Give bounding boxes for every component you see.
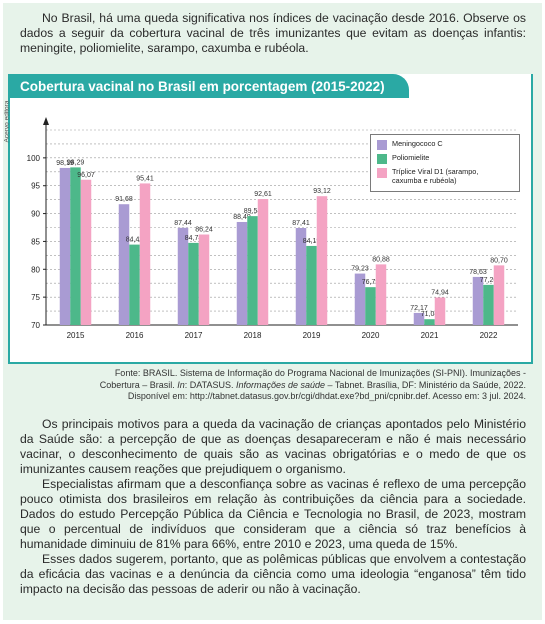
bar	[316, 196, 328, 325]
bar	[483, 284, 494, 325]
chart-header	[8, 74, 409, 98]
bar	[472, 276, 484, 325]
intro-paragraph: No Brasil, há uma queda significativa no…	[20, 11, 526, 55]
y-tick-label: 85	[31, 237, 40, 246]
bar	[129, 244, 140, 325]
bar	[375, 264, 387, 325]
data-label: 87,44	[174, 220, 192, 227]
data-label: 93,12	[313, 188, 331, 195]
bar	[306, 245, 317, 325]
x-tick-label: 2021	[421, 331, 439, 340]
data-label: 80,70	[490, 257, 508, 264]
data-label: 89,54	[244, 208, 262, 215]
data-label: 72,17	[410, 305, 428, 312]
intro-text: No Brasil, há uma queda significativa no…	[20, 11, 526, 56]
data-label: 88,49	[233, 214, 251, 221]
data-label: 84,74	[185, 235, 203, 242]
y-tick-label: 70	[31, 321, 40, 330]
legend-label-poliomielite: Poliomielite	[392, 153, 430, 162]
data-label: 76,79	[362, 279, 380, 286]
x-tick-label: 2015	[67, 331, 85, 340]
source-line-2-c: – Tabnet. Brasília, DF: Ministério da Sa…	[325, 379, 526, 390]
chart-title: Cobertura vacinal no Brasil em porcentag…	[20, 79, 385, 94]
legend-swatch-triplice	[377, 168, 387, 178]
source-line-2-b: : DATASUS.	[184, 379, 236, 390]
x-tick-label: 2020	[362, 331, 380, 340]
bar	[247, 216, 258, 325]
source-line-2-in: In	[177, 379, 185, 390]
data-label: 87,41	[292, 220, 310, 227]
y-tick-label: 75	[31, 293, 40, 302]
source-line-2-a: Cobertura – Brasil.	[99, 379, 178, 390]
bar	[257, 199, 269, 325]
bar	[188, 242, 199, 325]
data-label: 91,68	[115, 196, 133, 203]
data-label: 95,41	[136, 175, 154, 182]
body-paragraph-2: Especialistas afirmam que a desconfiança…	[20, 477, 526, 551]
legend-item-poliomielite: Poliomielite	[377, 153, 430, 164]
x-tick-label: 2019	[303, 331, 321, 340]
y-tick-label: 100	[27, 154, 41, 163]
data-label: 92,61	[254, 191, 272, 198]
bar	[236, 221, 248, 325]
legend-swatch-poliomielite	[377, 154, 387, 164]
bar	[177, 227, 189, 325]
bar	[434, 297, 446, 325]
y-tick-label: 90	[31, 210, 40, 219]
data-label: 96,07	[77, 172, 95, 179]
bar	[139, 183, 151, 325]
chart-frame	[8, 74, 533, 364]
bar	[295, 228, 307, 325]
data-label: 74,94	[431, 289, 449, 296]
bar	[424, 319, 435, 325]
chart-legend: Meningococo C Poliomielite Tríplice Vira…	[370, 134, 520, 192]
data-label: 86,24	[195, 227, 213, 234]
data-label: 80,88	[372, 256, 390, 263]
bar	[198, 234, 210, 325]
source-line-3: Disponível em: http://tabnet.datasus.gov…	[127, 391, 526, 401]
y-tick-label: 80	[31, 265, 40, 274]
data-label: 79,23	[351, 266, 369, 273]
x-tick-label: 2016	[126, 331, 144, 340]
bar	[80, 179, 92, 325]
legend-label-triplice: Tríplice Viral D1 (sarampo, caxumba e ru…	[392, 167, 479, 185]
bar	[365, 287, 376, 325]
bar	[413, 312, 425, 325]
data-label: 98,29	[67, 159, 85, 166]
bar	[59, 167, 71, 325]
legend-item-triplice: Tríplice Viral D1 (sarampo, caxumba e ru…	[377, 167, 507, 185]
bar	[70, 167, 81, 325]
data-label: 77,20	[480, 277, 498, 284]
source-line-2-title: Informações de saúde	[235, 379, 326, 390]
bar	[493, 265, 505, 325]
x-tick-label: 2022	[480, 331, 498, 340]
body-paragraph-3: Esses dados sugerem, portanto, que as po…	[20, 552, 526, 596]
x-tick-label: 2017	[185, 331, 203, 340]
data-label: 98,19	[56, 160, 74, 167]
source-line-1: Fonte: BRASIL. Sistema de Informação do …	[114, 368, 526, 378]
body-text: Os principais motivos para a queda da va…	[20, 417, 526, 597]
source-line-2: Cobertura – Brasil. In: DATASUS. Informa…	[20, 380, 526, 392]
legend-item-meningococo: Meningococo C	[377, 139, 443, 150]
data-label: 71,04	[421, 311, 439, 318]
data-label: 84,19	[303, 238, 321, 245]
y-axis-arrow	[43, 117, 49, 125]
data-label: 84,43	[126, 237, 144, 244]
x-tick-label: 2018	[244, 331, 262, 340]
chart-source: Fonte: BRASIL. Sistema de Informação do …	[20, 368, 526, 403]
legend-label-meningococo: Meningococo C	[392, 139, 443, 148]
y-tick-label: 95	[31, 182, 40, 191]
bar	[118, 204, 130, 325]
bar	[354, 273, 366, 325]
legend-swatch-meningococo	[377, 140, 387, 150]
data-label: 78,63	[469, 269, 487, 276]
body-paragraph-1: Os principais motivos para a queda da va…	[20, 417, 526, 476]
